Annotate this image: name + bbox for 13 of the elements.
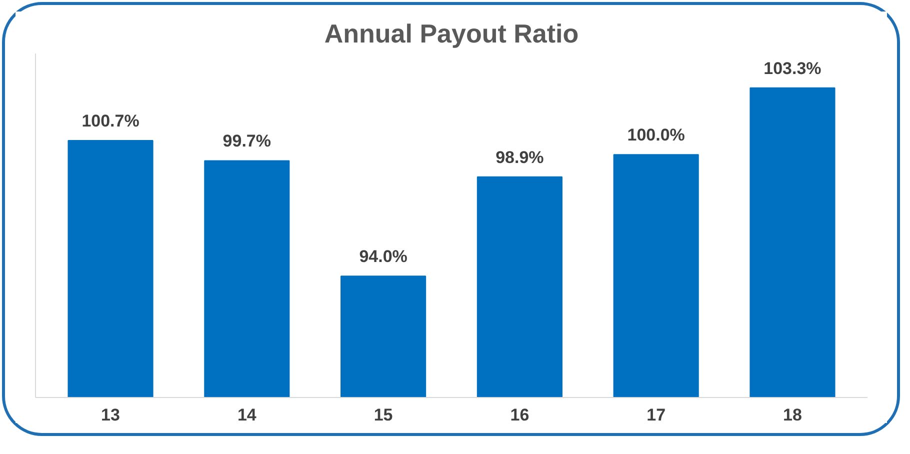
data-label: 98.9% <box>496 148 544 167</box>
x-tick-label: 16 <box>510 406 530 424</box>
data-label: 100.7% <box>82 112 140 131</box>
data-label: 103.3% <box>764 58 822 78</box>
x-tick-label: 17 <box>646 406 666 424</box>
x-tick-label: 15 <box>374 406 393 424</box>
data-label: 100.0% <box>627 126 685 145</box>
chart-title: Annual Payout Ratio <box>324 18 579 48</box>
x-tick-label: 13 <box>101 406 120 424</box>
data-label: 94.0% <box>359 247 408 266</box>
data-label: 99.7% <box>222 132 272 151</box>
x-tick-label: 14 <box>237 406 257 424</box>
x-tick-label: 18 <box>783 406 802 424</box>
